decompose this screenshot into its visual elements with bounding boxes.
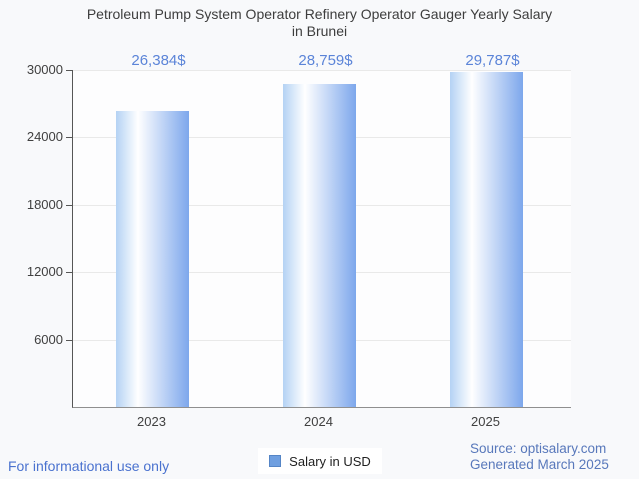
source-text: Source: optisalary.com [470, 441, 607, 456]
x-axis-label-2025: 2025 [471, 414, 500, 429]
y-tick-label-30000: 30000 [26, 62, 63, 77]
y-tick-label-12000: 12000 [26, 264, 63, 280]
legend-label: Salary in USD [289, 453, 371, 469]
legend: Salary in USD [258, 448, 382, 474]
chart-title-line1: Petroleum Pump System Operator Refinery … [86, 6, 553, 22]
generated-text: Generated March 2025 [470, 457, 609, 472]
y-tick-label-6000: 6000 [34, 331, 63, 347]
x-axis-label-2023: 2023 [137, 414, 166, 429]
y-tick-label-18000: 18000 [26, 196, 63, 212]
y-tick-mark-6000 [66, 339, 72, 341]
gridline-30000 [73, 70, 571, 71]
chart-title-line2: in Brunei [291, 23, 348, 39]
value-label-2024: 28,759$ [298, 52, 353, 69]
bar-2023 [116, 110, 189, 407]
chart-title: Petroleum Pump System Operator Refinery … [0, 6, 639, 40]
source-block: Source: optisalary.com Generated March 2… [470, 441, 609, 473]
value-label-2023: 26,384$ [131, 52, 186, 69]
y-tick-mark-18000 [66, 204, 72, 206]
bar-2025 [450, 72, 523, 407]
x-axis-label-2024: 2024 [304, 414, 333, 429]
legend-swatch-icon [269, 455, 282, 467]
y-tick-mark-12000 [66, 272, 72, 274]
value-label-2025: 29,787$ [465, 52, 520, 69]
y-tick-mark-24000 [66, 137, 72, 139]
bar-2024 [283, 83, 356, 407]
plot-area [72, 70, 571, 408]
y-tick-label-24000: 24000 [26, 129, 63, 145]
y-tick-mark-30000 [66, 70, 72, 71]
disclaimer-text: For informational use only [8, 458, 170, 474]
